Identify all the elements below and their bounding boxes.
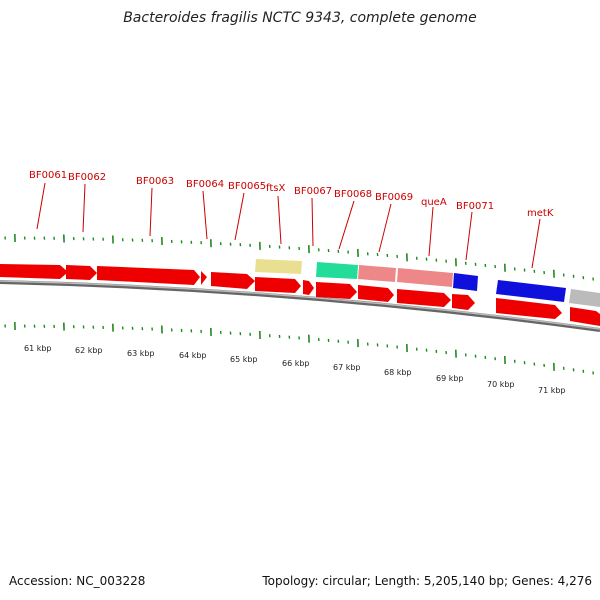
scale-label: 64 kbp [179,351,207,360]
segment-blue [496,280,566,302]
scale-label: 61 kbp [24,344,52,353]
gene-arrow [97,266,200,285]
leader-line [465,211,473,261]
gene-label: queA [421,197,447,208]
outer-tick-ring [4,233,594,281]
genome-backbone [0,280,600,332]
gene-label: BF0068 [334,189,372,200]
scale-label: 69 kbp [436,374,464,383]
leader-line [36,182,46,230]
leader-line [82,183,86,233]
inner-tick-ring [4,321,594,375]
gene-label: BF0064 [186,179,224,190]
leader-line [531,218,541,269]
gene-label: BF0062 [68,172,106,183]
leader-line [311,197,314,247]
leader-line [202,190,208,240]
accession-text: Accession: NC_003228 [9,574,146,588]
genome-stats-text: Topology: circular; Length: 5,205,140 bp… [262,574,592,588]
gene-label: BF0063 [136,176,174,187]
segment-green [316,262,358,279]
gene-arrow [452,294,475,310]
gene-arrow [0,264,68,279]
scale-labels: 61 kbp 62 kbp 63 kbp 64 kbp 65 kbp 66 kb… [24,344,566,395]
segment-gray [569,289,600,307]
gene-label: ftsX [266,183,285,194]
scale-label: 71 kbp [538,386,566,395]
scale-label: 70 kbp [487,380,515,389]
gene-arrow [66,265,97,280]
gene-arrow [358,285,394,302]
leader-line [277,195,282,245]
gene-label: metK [527,208,554,219]
segment-pink [358,265,396,282]
scale-label: 67 kbp [333,363,361,372]
leader-line [234,192,245,241]
segment-yellow [255,259,302,274]
segment-blue [453,273,478,291]
genome-backbone-highlight [0,280,600,330]
gene-arrow [255,277,301,293]
gene-label-leaders [36,182,541,269]
scale-label: 62 kbp [75,346,103,355]
gene-arrow [397,289,451,307]
gene-label: BF0061 [29,170,67,181]
gene-labels: BF0061 BF0062 BF0063 BF0064 BF0065 ftsX … [29,170,554,219]
scale-label: 68 kbp [384,368,412,377]
gene-arrow [570,307,600,326]
gene-arrow [201,271,207,285]
scale-label: 65 kbp [230,355,258,364]
gene-arrow [496,298,562,319]
leader-line [338,200,355,250]
scale-label: 66 kbp [282,359,310,368]
upper-gene-track [0,264,600,326]
gene-arrow [316,282,357,299]
gene-arrow [303,280,314,295]
gene-label: BF0071 [456,201,494,212]
feature-segment-track [255,259,600,307]
gene-label: BF0067 [294,186,332,197]
leader-line [149,187,153,237]
map-title: Bacteroides fragilis NCTC 9343, complete… [123,10,477,26]
leader-line [428,206,434,257]
segment-pink [397,268,453,287]
leader-line [378,203,392,253]
scale-label: 63 kbp [127,349,155,358]
gene-label: BF0065 [228,181,266,192]
gene-arrow [211,272,255,289]
gene-label: BF0069 [375,192,413,203]
